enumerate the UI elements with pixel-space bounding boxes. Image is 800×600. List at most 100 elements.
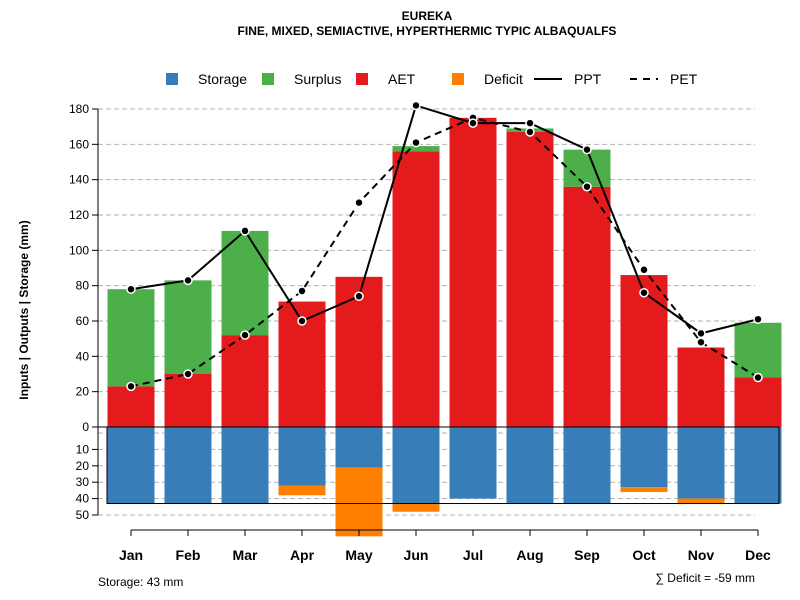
y-tick-label: 40 bbox=[76, 349, 90, 363]
series-lines bbox=[126, 100, 763, 392]
storage-bar bbox=[563, 427, 611, 504]
x-tick-label: Mar bbox=[233, 547, 258, 563]
x-tick-label: Jan bbox=[119, 547, 143, 563]
deficit-bar bbox=[278, 485, 326, 496]
storage-bar bbox=[335, 427, 383, 468]
chart-subtitle: FINE, MIXED, SEMIACTIVE, HYPERTHERMIC TY… bbox=[238, 24, 617, 38]
surplus-bar bbox=[164, 280, 212, 374]
y-axis-label: Inputs | Outputs | Storage (mm) bbox=[17, 220, 31, 399]
y-tick-label: 20 bbox=[76, 385, 90, 399]
deficit-bar bbox=[620, 487, 668, 493]
pet-point bbox=[126, 381, 136, 392]
x-tick-label: Aug bbox=[516, 547, 543, 563]
bars bbox=[106, 117, 782, 537]
aet-bar bbox=[734, 377, 782, 427]
ppt-point bbox=[468, 118, 478, 128]
legend-label: Storage bbox=[198, 71, 247, 87]
y-axis: 0 20 40 60 80 100 120 140 160 180 10 20 30 40 50 bbox=[69, 102, 99, 522]
pet-point bbox=[696, 337, 706, 347]
storage-bar bbox=[278, 427, 326, 486]
y-tick-label: 50 bbox=[76, 508, 90, 522]
aet-bar bbox=[506, 131, 554, 427]
storage-bar bbox=[221, 427, 269, 504]
x-tick-label: Jul bbox=[463, 547, 483, 563]
pet-point bbox=[582, 181, 592, 192]
pet-point bbox=[354, 197, 364, 208]
y-tick-label: 0 bbox=[82, 420, 89, 434]
pet-point bbox=[183, 369, 193, 379]
pet-point bbox=[411, 137, 421, 148]
x-tick-label: Apr bbox=[290, 547, 315, 563]
y-tick-label: 120 bbox=[69, 208, 89, 222]
storage-bar bbox=[392, 427, 440, 504]
surplus-bar bbox=[563, 149, 611, 187]
y-tick-label: 60 bbox=[76, 314, 90, 328]
storage-bar bbox=[506, 427, 554, 504]
legend-label: PET bbox=[670, 71, 698, 87]
pet-point bbox=[525, 127, 535, 137]
y-tick-label: 40 bbox=[76, 492, 90, 506]
storage-bar bbox=[107, 427, 155, 504]
pet-point bbox=[753, 372, 763, 383]
legend-label: Deficit bbox=[484, 71, 523, 87]
y-tick-label: 80 bbox=[76, 279, 90, 293]
legend-label: PPT bbox=[574, 71, 602, 87]
aet-bar bbox=[449, 117, 497, 427]
y-tick-label: 20 bbox=[76, 459, 90, 473]
ppt-point bbox=[411, 100, 421, 111]
ppt-point bbox=[354, 291, 364, 302]
pet-point bbox=[240, 330, 250, 340]
y-tick-label: 100 bbox=[69, 243, 89, 257]
ppt-point bbox=[639, 287, 649, 298]
legend-label: AET bbox=[388, 71, 416, 87]
aet-bar bbox=[677, 347, 725, 427]
surplus-bar bbox=[734, 322, 782, 378]
pet-point bbox=[297, 286, 307, 296]
y-tick-label: 160 bbox=[69, 137, 89, 151]
deficit-bar bbox=[335, 467, 383, 537]
storage-bar bbox=[677, 427, 725, 499]
aet-bar bbox=[563, 186, 611, 427]
aet-bar bbox=[107, 386, 155, 427]
ppt-point bbox=[126, 284, 136, 294]
x-tick-label: May bbox=[345, 547, 372, 563]
legend-swatch bbox=[166, 73, 178, 85]
surplus-bar bbox=[107, 289, 155, 387]
aet-bar bbox=[620, 275, 668, 427]
aet-bar bbox=[164, 374, 212, 427]
storage-bar bbox=[449, 427, 497, 499]
legend: Storage Surplus AET Deficit PPT PET bbox=[166, 71, 698, 87]
pet-point bbox=[639, 265, 649, 275]
legend-swatch bbox=[262, 73, 274, 85]
storage-bar bbox=[734, 427, 782, 504]
x-tick-label: Oct bbox=[632, 547, 656, 563]
aet-bar bbox=[335, 276, 383, 427]
x-tick-label: Dec bbox=[745, 547, 771, 563]
x-tick-label: Nov bbox=[688, 547, 715, 563]
x-axis: Jan Feb Mar Apr May Jun Jul Aug Sep Oct Nov Dec bbox=[119, 529, 771, 563]
ppt-point bbox=[297, 316, 307, 326]
chart-title: EUREKA bbox=[402, 9, 453, 23]
y-tick-label: 10 bbox=[76, 442, 90, 456]
ppt-line bbox=[130, 104, 759, 335]
y-tick-label: 30 bbox=[76, 475, 90, 489]
deficit-footer: ∑ Deficit = -59 mm bbox=[655, 571, 755, 585]
storage-bar bbox=[164, 427, 212, 504]
x-tick-label: Feb bbox=[176, 547, 201, 563]
surplus-bar bbox=[221, 230, 269, 336]
ppt-point bbox=[753, 314, 763, 324]
ppt-point bbox=[525, 118, 535, 128]
x-tick-label: Jun bbox=[404, 547, 429, 563]
deficit-bar bbox=[392, 503, 440, 512]
legend-swatch bbox=[356, 73, 368, 85]
ppt-point bbox=[240, 226, 250, 236]
y-tick-label: 140 bbox=[69, 173, 89, 187]
x-tick-label: Sep bbox=[574, 547, 600, 563]
legend-label: Surplus bbox=[294, 71, 341, 87]
aet-bar bbox=[392, 151, 440, 427]
storage-capacity-box bbox=[106, 426, 780, 505]
aet-bar bbox=[221, 335, 269, 427]
deficit-bar bbox=[677, 498, 725, 504]
surplus-bar bbox=[392, 146, 440, 152]
